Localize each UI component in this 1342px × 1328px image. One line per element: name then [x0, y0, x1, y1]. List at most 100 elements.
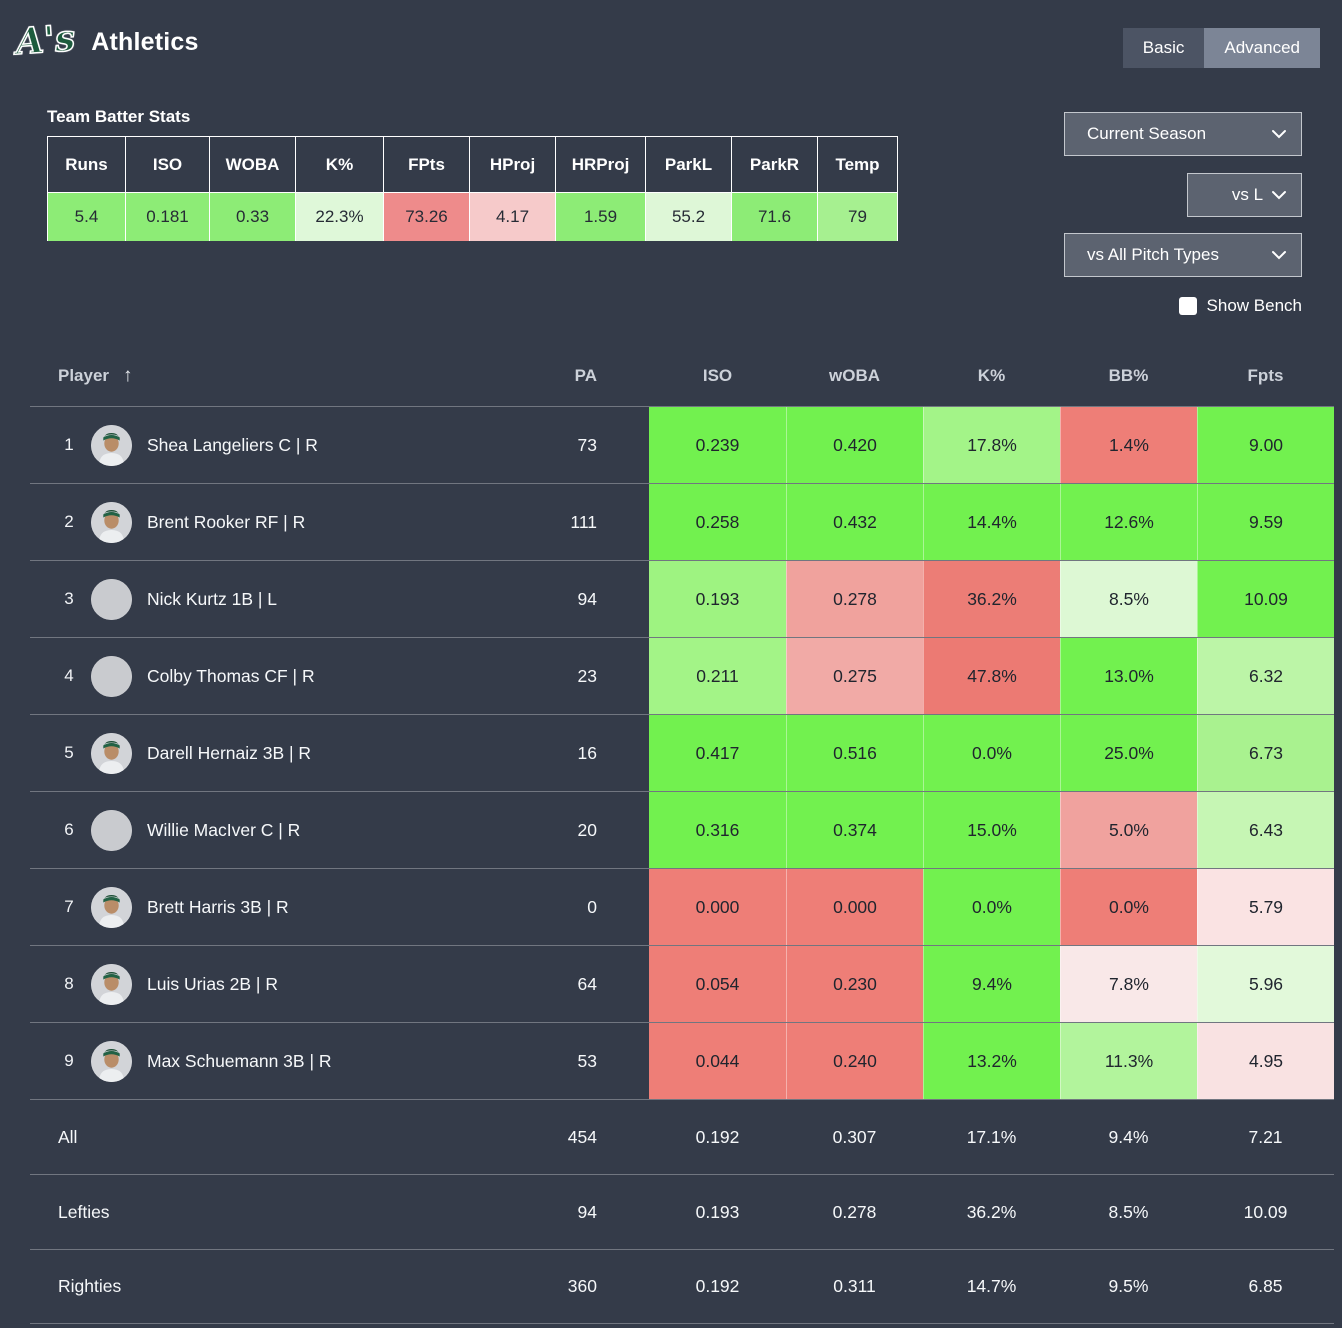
handedness-dropdown[interactable]: vs L — [1187, 173, 1302, 217]
stat-cell: 6.32 — [1197, 638, 1334, 714]
summary-stat-cell: 0.193 — [695, 1201, 740, 1222]
player-pa: 111 — [570, 511, 597, 532]
stat-cell: 0.417 — [649, 715, 786, 791]
stat-cell: 0.054 — [649, 946, 786, 1022]
summary-row: Lefties 94 0.193 0.278 36.2% 8.5% 10.09 — [30, 1174, 1334, 1249]
player-column-header[interactable]: Player — [58, 365, 110, 385]
table-row[interactable]: 5 Darell Hernaiz 3B | R 16 0.417 0.516 0.0… — [30, 714, 1334, 791]
table-row[interactable]: 3 Nick Kurtz 1B | L 94 0.193 0.278 36.2% 8.… — [30, 560, 1334, 637]
stat-cell: 14.4% — [923, 484, 1060, 560]
team-stat-value: 73.26 — [383, 192, 470, 241]
team-stat-value: 0.181 — [125, 192, 210, 241]
summary-row: All 454 0.192 0.307 17.1% 9.4% 7.21 — [30, 1099, 1334, 1174]
stat-cell: 5.96 — [1197, 946, 1334, 1022]
player-pa: 53 — [577, 1050, 597, 1071]
view-toggle: Basic Advanced — [1122, 28, 1320, 68]
table-row[interactable]: 8 Luis Urias 2B | R 64 0.054 0.230 9.4% 7.8… — [30, 945, 1334, 1022]
player-rank: 7 — [64, 897, 74, 916]
player-name: Nick Kurtz 1B | L — [147, 588, 278, 609]
player-name: Luis Urias 2B | R — [147, 973, 278, 994]
show-bench-checkbox[interactable] — [1178, 297, 1197, 315]
team-batter-stats-title: Team Batter Stats — [47, 107, 191, 126]
stat-cell: 0.258 — [649, 484, 786, 560]
bb-column-header[interactable]: BB% — [1108, 365, 1149, 385]
player-avatar — [91, 886, 132, 928]
team-stat-header: K% — [295, 136, 384, 193]
team-stats-header-row: Runs ISO WOBA K% FPts HProj HRProj ParkL ParkR Te… — [47, 136, 898, 193]
show-bench-label: Show Bench — [1206, 296, 1302, 315]
pa-column-header[interactable]: PA — [574, 365, 597, 385]
pitch-types-dropdown[interactable]: vs All Pitch Types — [1064, 233, 1302, 277]
summary-pa: 454 — [567, 1126, 597, 1147]
player-stats-table: Player ↑ PA ISO wOBA K% BB% Fpts 1 Shea … — [30, 345, 1334, 1324]
team-batter-stats-section: Team Batter Stats Runs ISO WOBA K% FPts HProj… — [47, 107, 898, 241]
summary-stat-cell: 0.192 — [695, 1126, 740, 1147]
player-avatar — [91, 732, 132, 774]
stat-cell: 0.374 — [786, 792, 923, 868]
player-name: Brent Rooker RF | R — [147, 511, 306, 532]
sort-ascending-icon[interactable]: ↑ — [123, 364, 133, 386]
player-rank: 6 — [64, 820, 74, 839]
team-stat-header: Runs — [47, 136, 126, 193]
table-row[interactable]: 7 Brett Harris 3B | R 0 0.000 0.000 0.0% 0.… — [30, 868, 1334, 945]
iso-column-header[interactable]: ISO — [702, 365, 733, 385]
woba-column-header[interactable]: wOBA — [829, 365, 880, 385]
chevron-down-icon — [1272, 130, 1286, 139]
pitch-types-dropdown-value: vs All Pitch Types — [1087, 245, 1219, 264]
player-pa: 64 — [577, 973, 597, 994]
app-header: A's Athletics Basic Advanced — [0, 0, 1342, 95]
stat-cell: 0.0% — [1060, 869, 1197, 945]
player-pa: 16 — [577, 742, 597, 763]
stat-cell: 11.3% — [1060, 1023, 1197, 1099]
table-row[interactable]: 2 Brent Rooker RF | R 111 0.258 0.432 14.4… — [30, 483, 1334, 560]
summary-stat-cell: 8.5% — [1108, 1201, 1149, 1222]
stat-cell: 13.2% — [923, 1023, 1060, 1099]
season-dropdown[interactable]: Current Season — [1064, 112, 1302, 156]
summary-stat-cell: 0.278 — [832, 1201, 877, 1222]
stat-cell: 25.0% — [1060, 715, 1197, 791]
stat-cell: 0.420 — [786, 407, 923, 483]
player-rank: 5 — [64, 743, 74, 762]
stat-cell: 0.516 — [786, 715, 923, 791]
team-stat-header: ISO — [125, 136, 210, 193]
table-row[interactable]: 4 Colby Thomas CF | R 23 0.211 0.275 47.8%… — [30, 637, 1334, 714]
player-name: Max Schuemann 3B | R — [147, 1050, 332, 1071]
stat-cell: 0.000 — [786, 869, 923, 945]
summary-stat-cell: 0.307 — [832, 1126, 877, 1147]
summary-stat-cell: 14.7% — [966, 1276, 1017, 1296]
player-avatar — [91, 424, 132, 466]
player-pa: 23 — [577, 665, 597, 686]
stat-cell: 0.230 — [786, 946, 923, 1022]
team-stat-header: ParkR — [731, 136, 818, 193]
summary-stat-cell: 7.21 — [1248, 1126, 1283, 1147]
team-stat-header: HProj — [469, 136, 556, 193]
table-row[interactable]: 9 Max Schuemann 3B | R 53 0.044 0.240 13.2… — [30, 1022, 1334, 1099]
summary-stat-cell: 6.85 — [1248, 1276, 1283, 1296]
stat-cell: 0.193 — [649, 561, 786, 637]
summary-label: All — [58, 1126, 78, 1147]
handedness-dropdown-value: vs L — [1231, 185, 1264, 204]
stat-cell: 36.2% — [923, 561, 1060, 637]
fpts-column-header[interactable]: Fpts — [1247, 365, 1284, 385]
stat-cell: 15.0% — [923, 792, 1060, 868]
player-rank: 8 — [64, 974, 74, 993]
summary-pa: 94 — [577, 1201, 597, 1222]
table-row[interactable]: 6 Willie MacIver C | R 20 0.316 0.374 15.0… — [30, 791, 1334, 868]
team-stat-header: FPts — [383, 136, 470, 193]
team-stat-value: 0.33 — [209, 192, 296, 241]
stat-cell: 9.00 — [1197, 407, 1334, 483]
summary-label: Righties — [58, 1276, 122, 1296]
advanced-button[interactable]: Advanced — [1204, 28, 1320, 68]
chevron-down-icon — [1272, 251, 1286, 260]
summary-stat-cell: 9.4% — [1108, 1126, 1149, 1147]
team-stat-header: Temp — [817, 136, 898, 193]
k-column-header[interactable]: K% — [977, 365, 1006, 385]
player-rank: 1 — [64, 435, 74, 454]
summary-stat-cell: 36.2% — [966, 1201, 1017, 1222]
table-header-row: Player ↑ PA ISO wOBA K% BB% Fpts — [30, 345, 1334, 406]
table-row[interactable]: 1 Shea Langeliers C | R 73 0.239 0.420 17.… — [30, 406, 1334, 483]
team-stat-header: WOBA — [209, 136, 296, 193]
basic-button[interactable]: Basic — [1122, 28, 1205, 68]
team-stats-value-row: 5.4 0.181 0.33 22.3% 73.26 4.17 1.59 55.2 71.6 79 — [47, 192, 898, 241]
team-stat-value: 71.6 — [731, 192, 818, 241]
